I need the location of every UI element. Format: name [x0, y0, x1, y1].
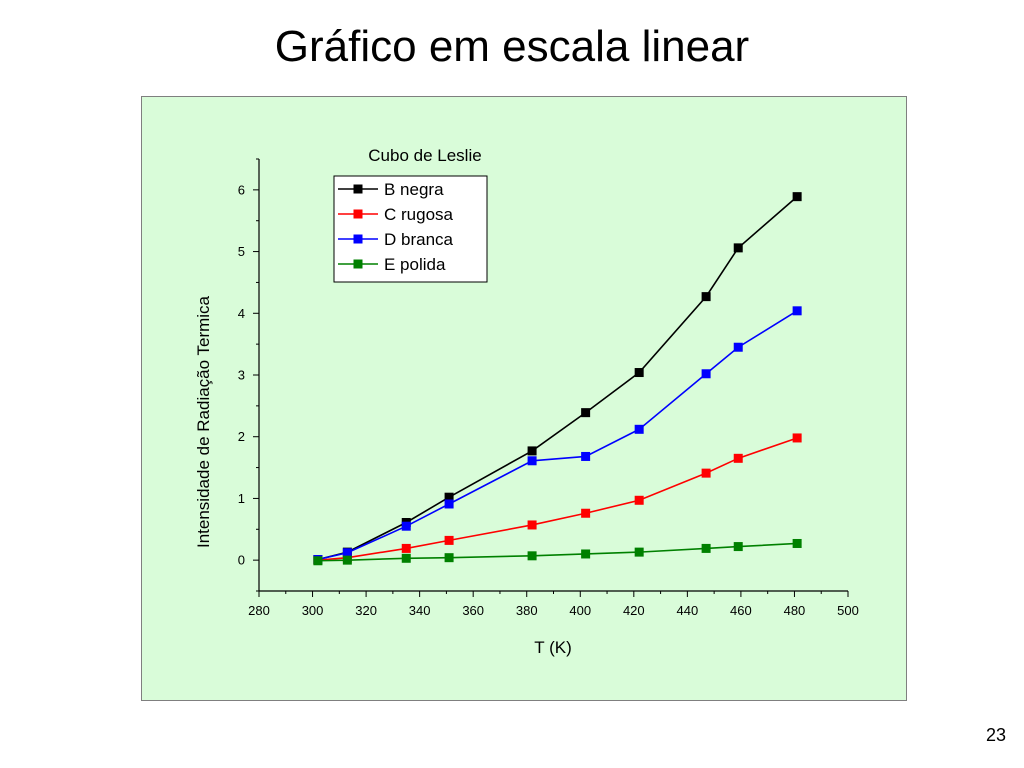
- data-point: [581, 549, 591, 559]
- line-chart: Cubo de Leslie 280 300 320 340 360 380 400 420 4…: [194, 146, 859, 657]
- series-line: [317, 542, 798, 562]
- x-tick-label: 380: [516, 603, 538, 618]
- data-point: [313, 556, 323, 566]
- chart-panel: Cubo de Leslie 280 300 320 340 360 380 400 420 4…: [141, 96, 907, 701]
- legend-marker: [353, 184, 363, 194]
- data-point: [527, 520, 537, 530]
- data-point: [733, 542, 743, 552]
- data-point: [444, 553, 454, 563]
- data-point: [792, 433, 802, 443]
- y-tick-label: 1: [238, 491, 245, 506]
- x-tick-label: 500: [837, 603, 859, 618]
- data-point: [733, 453, 743, 463]
- data-point: [634, 424, 644, 434]
- data-point: [701, 543, 711, 553]
- x-tick-label: 360: [462, 603, 484, 618]
- y-tick-label: 4: [238, 306, 245, 321]
- data-point: [792, 306, 802, 316]
- y-tick-label: 6: [238, 182, 245, 197]
- legend-marker: [353, 234, 363, 244]
- data-point: [701, 468, 711, 478]
- data-point: [444, 492, 454, 502]
- data-point: [401, 521, 411, 531]
- y-tick-label: 0: [238, 553, 245, 568]
- legend-label: B negra: [384, 180, 444, 199]
- axes: 280 300 320 340 360 380 400 420 440 460 480 500 0 1 2 3…: [238, 158, 859, 618]
- x-tick-label: 320: [355, 603, 377, 618]
- x-tick-label: 480: [784, 603, 806, 618]
- y-tick-label: 2: [238, 429, 245, 444]
- data-point: [581, 508, 591, 518]
- series-line: [317, 196, 798, 561]
- y-tick-label: 3: [238, 368, 245, 383]
- legend-marker: [353, 209, 363, 219]
- data-point: [581, 408, 591, 418]
- x-tick-label: 440: [677, 603, 699, 618]
- series-3: [313, 306, 802, 565]
- x-tick-label: 460: [730, 603, 752, 618]
- data-point: [634, 368, 644, 378]
- x-axis-label: T (K): [534, 638, 571, 657]
- data-point: [733, 243, 743, 253]
- chart-title: Cubo de Leslie: [368, 146, 481, 165]
- data-point: [634, 547, 644, 557]
- legend-label: C rugosa: [384, 205, 454, 224]
- data-point: [527, 456, 537, 466]
- data-point: [444, 535, 454, 545]
- data-point: [792, 538, 802, 548]
- legend-label: E polida: [384, 255, 446, 274]
- series-layer: [313, 192, 802, 566]
- page-number: 23: [985, 725, 1006, 745]
- legend-label: D branca: [384, 230, 454, 249]
- data-point: [701, 369, 711, 379]
- data-point: [527, 551, 537, 561]
- legend-marker: [353, 259, 363, 269]
- data-point: [733, 342, 743, 352]
- legend: B negra C rugosa D branca E polida: [333, 175, 488, 283]
- data-point: [444, 499, 454, 509]
- slide-title: Gráfico em escala linear: [274, 22, 750, 71]
- data-point: [401, 553, 411, 563]
- x-tick-label: 400: [569, 603, 591, 618]
- x-tick-label: 340: [409, 603, 431, 618]
- data-point: [792, 192, 802, 202]
- y-tick-label: 5: [238, 244, 245, 259]
- data-point: [342, 555, 352, 565]
- data-point: [634, 495, 644, 505]
- data-point: [342, 548, 352, 558]
- data-point: [527, 446, 537, 456]
- series-line: [317, 310, 798, 561]
- x-tick-label: 300: [302, 603, 324, 618]
- series-line: [317, 437, 798, 561]
- x-tick-label: 420: [623, 603, 645, 618]
- y-axis-label: Intensidade de Radiação Termica: [194, 295, 213, 548]
- series-4: [313, 538, 802, 566]
- data-point: [401, 543, 411, 553]
- data-point: [701, 292, 711, 302]
- x-tick-label: 280: [248, 603, 270, 618]
- series-2: [313, 433, 802, 565]
- data-point: [581, 451, 591, 461]
